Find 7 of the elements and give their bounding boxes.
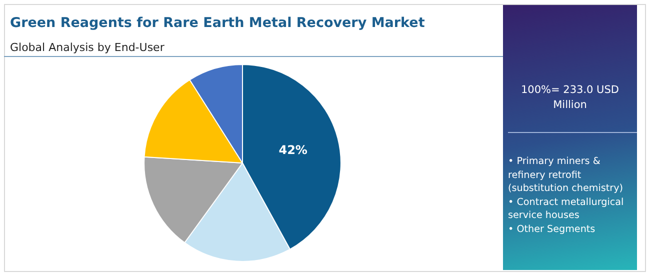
- text: • Contract metallurgical service houses: [508, 196, 625, 222]
- data-label: 42%: [278, 143, 308, 158]
- text: 100%= 233.0 USD Million: [520, 83, 620, 113]
- text: • Other Segments: [508, 222, 596, 236]
- text: • Primary miners & refinery retrofit (substitution chemistry): [508, 155, 624, 196]
- chart-subtitle: Global Analysis by End-User: [10, 41, 164, 54]
- chart-title: Green Reagents for Rare Earth Metal Recovery Market: [10, 15, 425, 31]
